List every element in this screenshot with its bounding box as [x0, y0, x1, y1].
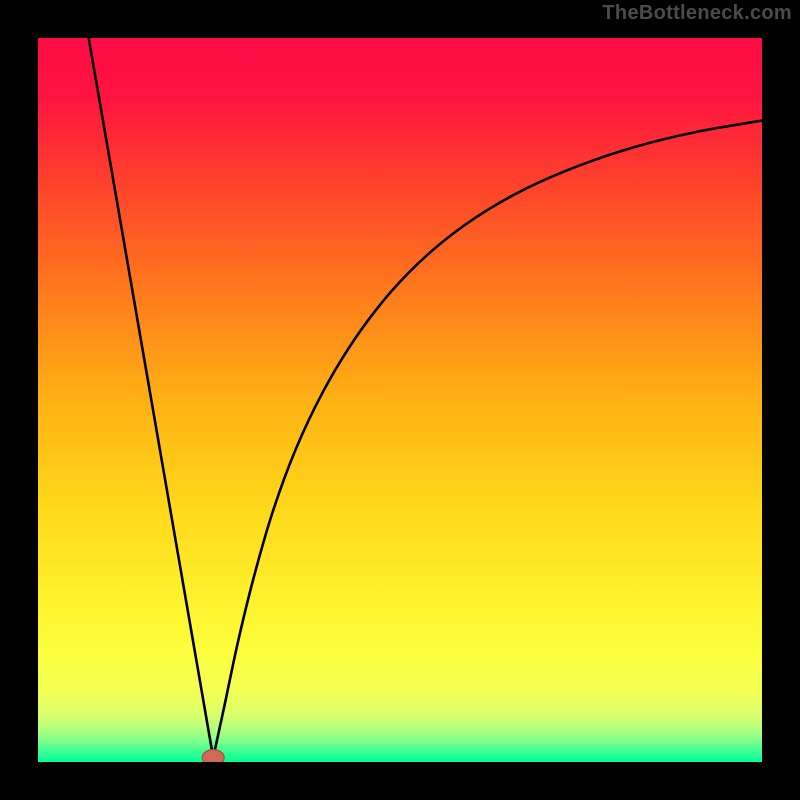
- gradient-background: [38, 38, 762, 762]
- watermark-text: TheBottleneck.com: [602, 2, 792, 25]
- outer-frame: TheBottleneck.com: [0, 0, 800, 800]
- chart-svg: [38, 38, 762, 762]
- min-marker: [202, 750, 224, 762]
- plot-area: [38, 38, 762, 762]
